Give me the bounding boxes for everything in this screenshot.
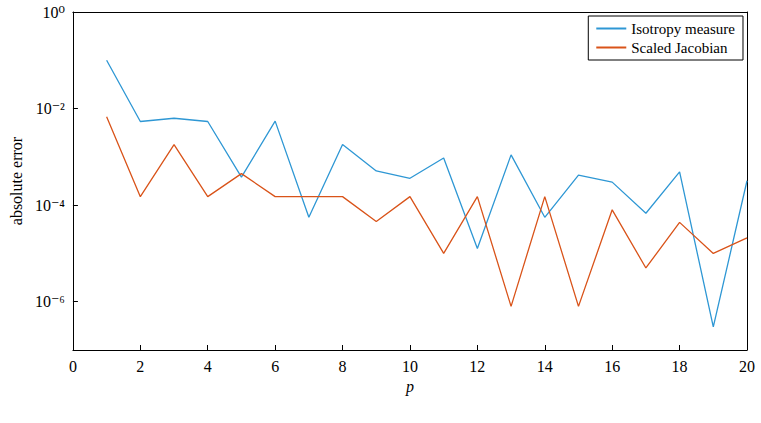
svg-text:12: 12	[469, 358, 485, 375]
svg-text:p: p	[405, 378, 414, 396]
svg-text:Scaled Jacobian: Scaled Jacobian	[631, 40, 728, 56]
svg-text:14: 14	[537, 358, 553, 375]
svg-text:4: 4	[204, 358, 212, 375]
svg-text:16: 16	[604, 358, 620, 375]
svg-text:10⁻²: 10⁻²	[36, 100, 65, 117]
svg-text:18: 18	[672, 358, 688, 375]
svg-text:8: 8	[339, 358, 347, 375]
svg-text:20: 20	[739, 358, 755, 375]
svg-text:Isotropy measure: Isotropy measure	[631, 21, 735, 37]
svg-text:2: 2	[136, 358, 144, 375]
svg-text:0: 0	[69, 358, 77, 375]
svg-text:10: 10	[402, 358, 418, 375]
svg-text:10⁻⁴: 10⁻⁴	[35, 197, 65, 214]
svg-text:10⁰: 10⁰	[43, 4, 65, 21]
svg-text:10⁻⁶: 10⁻⁶	[35, 293, 65, 310]
svg-text:absolute error: absolute error	[8, 136, 25, 225]
svg-text:6: 6	[271, 358, 279, 375]
